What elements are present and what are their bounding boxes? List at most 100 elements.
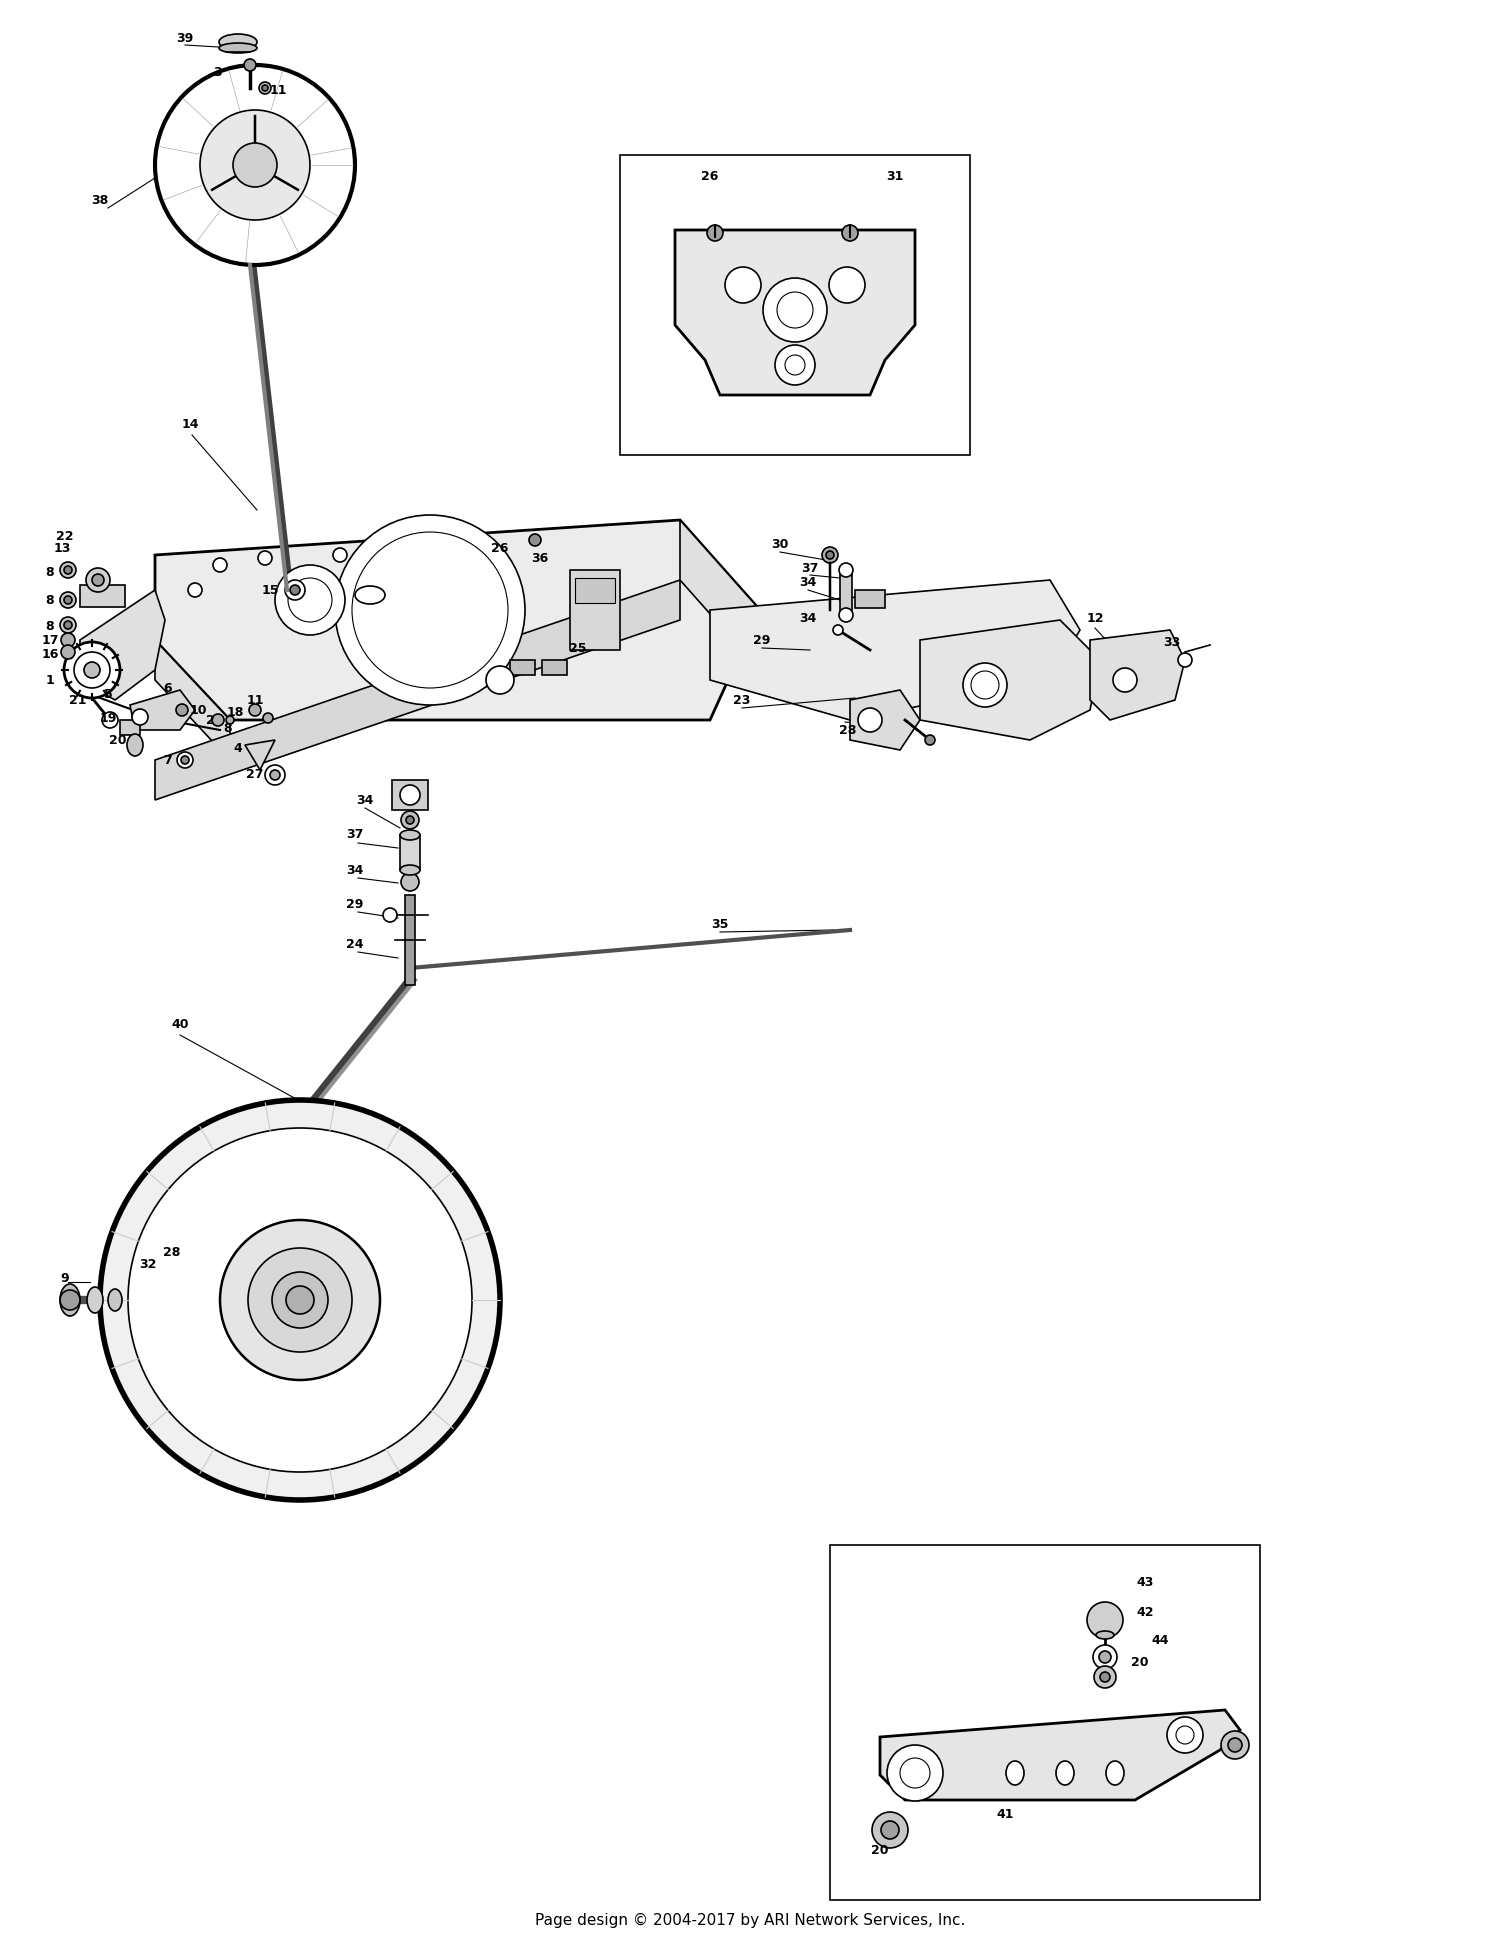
Ellipse shape bbox=[400, 866, 420, 875]
Bar bbox=[405, 895, 416, 984]
Text: 20: 20 bbox=[871, 1844, 888, 1856]
Circle shape bbox=[288, 578, 332, 621]
Text: 8: 8 bbox=[45, 565, 54, 578]
Text: 29: 29 bbox=[346, 899, 363, 912]
Text: 16: 16 bbox=[42, 648, 58, 660]
Bar bbox=[510, 660, 536, 675]
Circle shape bbox=[871, 1813, 907, 1848]
Circle shape bbox=[886, 1745, 944, 1801]
Circle shape bbox=[1176, 1726, 1194, 1745]
Text: 22: 22 bbox=[57, 530, 74, 542]
Circle shape bbox=[260, 82, 272, 93]
Circle shape bbox=[822, 547, 839, 563]
Polygon shape bbox=[880, 1710, 1240, 1799]
Circle shape bbox=[486, 666, 514, 695]
Text: 11: 11 bbox=[270, 83, 286, 97]
Text: 10: 10 bbox=[189, 703, 207, 716]
Circle shape bbox=[833, 625, 843, 635]
Circle shape bbox=[232, 144, 278, 186]
Circle shape bbox=[272, 1271, 328, 1328]
Circle shape bbox=[382, 908, 398, 922]
Text: 5: 5 bbox=[104, 689, 112, 701]
Text: 40: 40 bbox=[171, 1019, 189, 1031]
Circle shape bbox=[285, 580, 304, 600]
Text: 1: 1 bbox=[45, 674, 54, 687]
Text: 3: 3 bbox=[213, 66, 222, 78]
Bar bbox=[80, 584, 124, 608]
Text: 6: 6 bbox=[164, 681, 172, 695]
Circle shape bbox=[60, 563, 76, 578]
Text: 11: 11 bbox=[246, 693, 264, 707]
Ellipse shape bbox=[1007, 1760, 1025, 1786]
Circle shape bbox=[333, 547, 346, 563]
Circle shape bbox=[248, 1248, 352, 1353]
Polygon shape bbox=[130, 689, 195, 730]
Text: 37: 37 bbox=[801, 561, 819, 575]
Polygon shape bbox=[154, 520, 760, 720]
Text: 26: 26 bbox=[702, 171, 718, 184]
Circle shape bbox=[154, 64, 356, 266]
Circle shape bbox=[60, 1291, 80, 1310]
Circle shape bbox=[970, 672, 999, 699]
Text: 28: 28 bbox=[840, 724, 856, 736]
Polygon shape bbox=[154, 641, 230, 761]
Text: 18: 18 bbox=[226, 705, 243, 718]
Circle shape bbox=[724, 268, 760, 303]
Circle shape bbox=[64, 621, 72, 629]
Circle shape bbox=[1094, 1646, 1118, 1669]
Text: 38: 38 bbox=[92, 194, 108, 206]
Polygon shape bbox=[80, 590, 165, 701]
Text: 35: 35 bbox=[711, 918, 729, 932]
Bar bbox=[392, 780, 427, 809]
Circle shape bbox=[84, 662, 100, 677]
Circle shape bbox=[842, 225, 858, 241]
Bar bbox=[120, 720, 140, 736]
Text: 4: 4 bbox=[234, 741, 243, 755]
Circle shape bbox=[64, 567, 72, 575]
Text: 17: 17 bbox=[42, 635, 58, 648]
Circle shape bbox=[74, 652, 110, 687]
Circle shape bbox=[211, 714, 223, 726]
Bar bbox=[840, 571, 852, 615]
Polygon shape bbox=[244, 740, 274, 771]
Circle shape bbox=[262, 712, 273, 722]
Text: 32: 32 bbox=[140, 1258, 156, 1271]
Bar bbox=[400, 835, 420, 870]
Text: 44: 44 bbox=[1152, 1634, 1168, 1646]
Ellipse shape bbox=[128, 734, 142, 755]
Text: 36: 36 bbox=[531, 551, 549, 565]
Text: 42: 42 bbox=[1137, 1607, 1154, 1619]
Circle shape bbox=[258, 551, 272, 565]
Text: 15: 15 bbox=[261, 584, 279, 596]
Text: 30: 30 bbox=[771, 538, 789, 551]
Text: 12: 12 bbox=[1086, 611, 1104, 625]
Polygon shape bbox=[1090, 631, 1185, 720]
Text: 20: 20 bbox=[1131, 1656, 1149, 1669]
Circle shape bbox=[963, 664, 1006, 707]
Circle shape bbox=[400, 811, 418, 829]
Text: 21: 21 bbox=[69, 693, 87, 707]
Text: 33: 33 bbox=[1164, 635, 1180, 648]
Circle shape bbox=[92, 575, 104, 586]
Circle shape bbox=[776, 345, 814, 384]
Ellipse shape bbox=[1096, 1630, 1114, 1638]
Circle shape bbox=[188, 582, 202, 598]
Text: 23: 23 bbox=[734, 693, 750, 707]
Circle shape bbox=[900, 1759, 930, 1788]
Circle shape bbox=[926, 736, 934, 745]
Circle shape bbox=[200, 111, 310, 219]
Circle shape bbox=[406, 815, 414, 825]
Circle shape bbox=[706, 225, 723, 241]
Polygon shape bbox=[710, 580, 1080, 720]
Circle shape bbox=[64, 642, 120, 699]
Circle shape bbox=[858, 708, 882, 732]
Text: 28: 28 bbox=[164, 1246, 180, 1258]
Circle shape bbox=[400, 784, 420, 806]
Circle shape bbox=[1113, 668, 1137, 693]
Circle shape bbox=[128, 1128, 472, 1471]
Text: 27: 27 bbox=[246, 769, 264, 782]
Bar bbox=[620, 155, 970, 454]
Text: 13: 13 bbox=[54, 542, 70, 555]
Circle shape bbox=[1221, 1731, 1250, 1759]
Circle shape bbox=[1100, 1652, 1112, 1663]
